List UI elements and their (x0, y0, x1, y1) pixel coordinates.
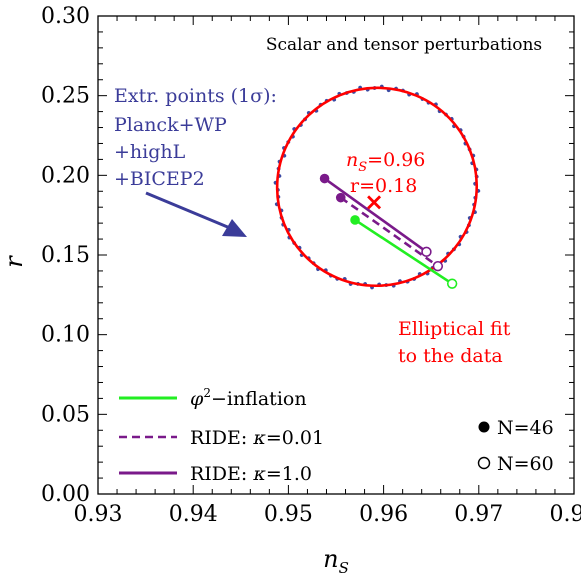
legend-label-phi2: φ2−inflation (190, 386, 307, 410)
extreme-points-line-4: +BICEP2 (114, 168, 205, 190)
tick-labels: 0.93 0.94 0.95 0.96 0.97 0.98 0.00 0.05 0.10 0.15… (41, 4, 581, 527)
best-fit-cross (367, 195, 382, 210)
chart-title: Scalar and tensor perturbations (266, 35, 542, 55)
x-tick-label: 0.94 (169, 502, 218, 527)
series-point-n60 (446, 278, 458, 289)
line-legend: φ2−inflation RIDE: κ=0.01 RIDE: κ=1.0 (119, 386, 324, 485)
ticks (97, 15, 575, 495)
series-point-n46 (319, 173, 330, 184)
best-fit-annotation: nS=0.96 r=0.18 (346, 149, 425, 197)
marker-legend: N=46 N=60 (477, 417, 554, 475)
extreme-points-line-3: +highL (114, 141, 186, 163)
marker-legend-open-label: N=60 (497, 453, 554, 475)
series-line (354, 218, 453, 285)
x-tick-label: 0.96 (359, 502, 408, 527)
x-tick-label: 0.97 (454, 502, 503, 527)
ellipse-fit-line-1: Elliptical fit (398, 318, 511, 340)
best-fit-ns-label: nS=0.96 (346, 149, 425, 175)
series-point-n60 (421, 246, 432, 258)
y-tick-label: 0.10 (41, 323, 90, 348)
ellipse-fit-line-2: to the data (398, 345, 503, 367)
legend-label-ride-1: RIDE: κ=1.0 (190, 463, 312, 485)
legend-label-ride-001: RIDE: κ=0.01 (190, 427, 324, 449)
extreme-points-annotation: Extr. points (1σ): Planck+WP +highL +BIC… (114, 85, 277, 190)
series-point-n46 (335, 192, 346, 203)
series-point-n60 (432, 260, 444, 272)
marker-legend-filled-dot (478, 421, 490, 433)
best-fit-r-label: r=0.18 (350, 175, 417, 197)
marker-legend-open-dot (477, 456, 491, 470)
marks (273, 84, 481, 290)
x-tick-label: 0.95 (264, 502, 313, 527)
y-axis-label: r (0, 255, 28, 268)
series-line (340, 196, 439, 268)
y-tick-label: 0.15 (41, 243, 90, 268)
y-tick-label: 0.20 (41, 163, 90, 188)
y-tick-label: 0.05 (41, 402, 90, 427)
series-point-n46 (350, 215, 360, 225)
extreme-points-line-2: Planck+WP (114, 114, 227, 136)
x-axis-label: nS (323, 545, 349, 577)
ellipse-fit-curve (275, 86, 479, 288)
extreme-points-arrow (145, 191, 247, 237)
y-tick-label: 0.30 (41, 4, 90, 29)
series-line (323, 177, 428, 253)
y-tick-label: 0.00 (41, 482, 90, 507)
ellipse-fit-annotation: Elliptical fit to the data (398, 318, 511, 367)
extreme-points-line-1: Extr. points (1σ): (114, 85, 277, 107)
y-tick-label: 0.25 (41, 84, 90, 109)
x-tick-label: 0.98 (550, 502, 581, 527)
x-tick-label: 0.93 (74, 502, 123, 527)
marker-legend-filled-label: N=46 (497, 417, 554, 439)
